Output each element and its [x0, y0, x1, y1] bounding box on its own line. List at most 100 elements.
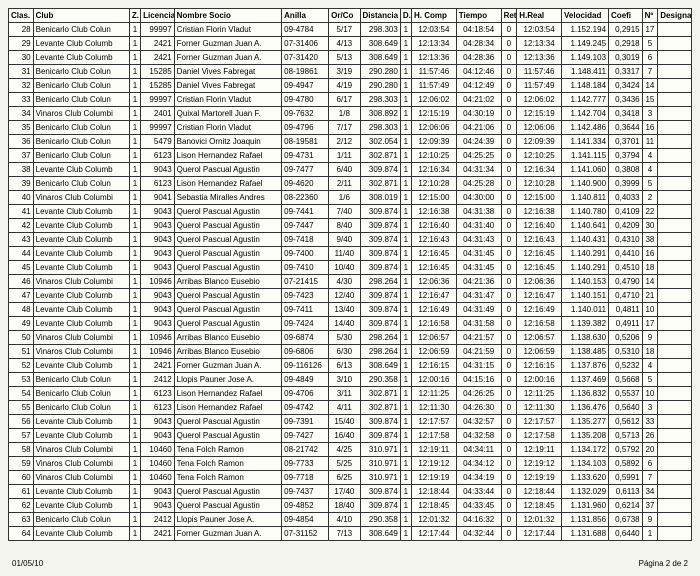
cell: 0 — [501, 79, 517, 93]
cell: 48 — [9, 303, 34, 317]
cell: 20 — [642, 443, 658, 457]
cell: 1 — [400, 401, 411, 415]
cell: 2421 — [141, 527, 175, 541]
cell — [658, 177, 692, 191]
cell: 37 — [642, 499, 658, 513]
cell: 2401 — [141, 107, 175, 121]
cell: 11:57:49 — [412, 79, 457, 93]
cell: 14 — [642, 79, 658, 93]
cell: 1 — [400, 23, 411, 37]
cell — [658, 135, 692, 149]
cell: 9043 — [141, 163, 175, 177]
cell: 9043 — [141, 247, 175, 261]
cell: 310.971 — [360, 443, 400, 457]
cell: 15/40 — [329, 415, 360, 429]
col-header: Licencia — [141, 9, 175, 23]
cell: Benicarlo Club Colun — [33, 93, 129, 107]
cell: 1 — [400, 135, 411, 149]
table-row: 36Benicarlo Club Colun15479Banovici Orni… — [9, 135, 692, 149]
table-row: 52Levante Club Columb12421Forner Guzman … — [9, 359, 692, 373]
cell: 04:32:58 — [456, 429, 501, 443]
cell: 59 — [9, 457, 34, 471]
cell: 21 — [642, 289, 658, 303]
cell: 0,4911 — [609, 317, 643, 331]
cell: 1 — [129, 37, 140, 51]
cell: 12:11:30 — [517, 401, 562, 415]
cell: 1 — [129, 387, 140, 401]
cell: Lison Hernandez Rafael — [174, 177, 281, 191]
cell: 5/13 — [329, 51, 360, 65]
cell: 52 — [9, 359, 34, 373]
cell: 11:57:46 — [517, 65, 562, 79]
cell: 1 — [400, 527, 411, 541]
cell: 0,3418 — [609, 107, 643, 121]
cell: Lison Hernandez Rafael — [174, 149, 281, 163]
cell: 12:11:30 — [412, 401, 457, 415]
cell — [658, 205, 692, 219]
cell: 04:21:59 — [456, 345, 501, 359]
cell: 04:21:02 — [456, 93, 501, 107]
cell: 0,3808 — [609, 163, 643, 177]
cell — [658, 457, 692, 471]
cell: 9 — [642, 331, 658, 345]
cell: Querol Pascual Agustin — [174, 289, 281, 303]
cell: 12:15:19 — [412, 107, 457, 121]
cell: 12/40 — [329, 289, 360, 303]
cell: 1.149.103 — [562, 51, 609, 65]
cell: 09-4731 — [282, 149, 329, 163]
cell: 60 — [9, 471, 34, 485]
cell: 04:31:40 — [456, 219, 501, 233]
cell: 09-4780 — [282, 93, 329, 107]
table-row: 49Levante Club Columb19043Querol Pascual… — [9, 317, 692, 331]
cell: Benicarlo Club Colun — [33, 121, 129, 135]
cell — [658, 331, 692, 345]
cell: 309.874 — [360, 415, 400, 429]
cell: 1 — [400, 275, 411, 289]
table-row: 53Benicarlo Club Colun12412Llopis Pauner… — [9, 373, 692, 387]
cell: 43 — [9, 233, 34, 247]
cell: 4/10 — [329, 513, 360, 527]
cell: 1 — [129, 149, 140, 163]
cell: 12:06:59 — [412, 345, 457, 359]
cell: 50 — [9, 331, 34, 345]
cell: 10460 — [141, 443, 175, 457]
cell: 10/40 — [329, 261, 360, 275]
cell: Benicarlo Club Colun — [33, 373, 129, 387]
cell: 1 — [400, 373, 411, 387]
cell: 1 — [129, 219, 140, 233]
cell — [658, 23, 692, 37]
cell: 5/25 — [329, 457, 360, 471]
cell: Levante Club Columb — [33, 527, 129, 541]
cell: Levante Club Columb — [33, 429, 129, 443]
cell: 12:06:57 — [412, 331, 457, 345]
cell: 1 — [400, 65, 411, 79]
cell — [658, 219, 692, 233]
cell: 1 — [129, 261, 140, 275]
cell: 302.054 — [360, 135, 400, 149]
cell — [658, 261, 692, 275]
cell: 308.019 — [360, 191, 400, 205]
cell: 310.971 — [360, 457, 400, 471]
col-header: Designa — [658, 9, 692, 23]
cell: 1 — [129, 401, 140, 415]
cell: 12:18:45 — [412, 499, 457, 513]
cell: Lison Hernandez Rafael — [174, 387, 281, 401]
cell: 04:32:57 — [456, 415, 501, 429]
col-header: H. Comp — [412, 9, 457, 23]
cell: 04:31:47 — [456, 289, 501, 303]
table-row: 40Vinaros Club Columbi19041Sebastia Mira… — [9, 191, 692, 205]
cell: Forner Guzman Juan A. — [174, 359, 281, 373]
cell: 1 — [129, 233, 140, 247]
cell — [658, 51, 692, 65]
table-row: 37Benicarlo Club Colun16123Lison Hernand… — [9, 149, 692, 163]
cell: 1/6 — [329, 191, 360, 205]
cell: 302.871 — [360, 177, 400, 191]
cell: 6/13 — [329, 359, 360, 373]
col-header: Velocidad — [562, 9, 609, 23]
cell: 08-21742 — [282, 443, 329, 457]
cell: 290.280 — [360, 79, 400, 93]
cell: 0,5612 — [609, 415, 643, 429]
cell: 9/40 — [329, 233, 360, 247]
cell: 17/40 — [329, 485, 360, 499]
cell: 1 — [129, 485, 140, 499]
